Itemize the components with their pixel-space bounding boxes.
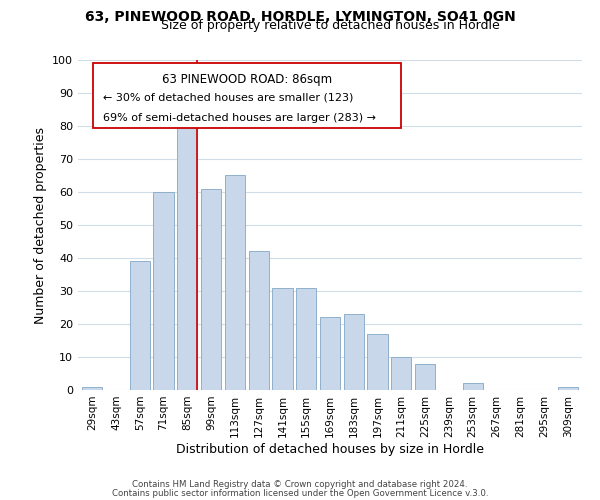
Bar xyxy=(201,188,221,390)
FancyBboxPatch shape xyxy=(93,64,401,128)
Bar xyxy=(248,252,269,390)
Bar xyxy=(391,357,412,390)
Text: Contains public sector information licensed under the Open Government Licence v.: Contains public sector information licen… xyxy=(112,488,488,498)
Bar xyxy=(130,262,150,390)
Bar xyxy=(415,364,435,390)
Text: 63 PINEWOOD ROAD: 86sqm: 63 PINEWOOD ROAD: 86sqm xyxy=(162,73,332,86)
Bar xyxy=(225,176,245,390)
Bar xyxy=(463,384,483,390)
Bar xyxy=(296,288,316,390)
Y-axis label: Number of detached properties: Number of detached properties xyxy=(34,126,47,324)
Bar xyxy=(82,386,103,390)
Text: ← 30% of detached houses are smaller (123): ← 30% of detached houses are smaller (12… xyxy=(103,93,353,103)
Bar xyxy=(177,120,197,390)
Text: 63, PINEWOOD ROAD, HORDLE, LYMINGTON, SO41 0GN: 63, PINEWOOD ROAD, HORDLE, LYMINGTON, SO… xyxy=(85,10,515,24)
Bar xyxy=(154,192,173,390)
Text: 69% of semi-detached houses are larger (283) →: 69% of semi-detached houses are larger (… xyxy=(103,113,376,123)
Title: Size of property relative to detached houses in Hordle: Size of property relative to detached ho… xyxy=(161,20,499,32)
X-axis label: Distribution of detached houses by size in Hordle: Distribution of detached houses by size … xyxy=(176,442,484,456)
Bar xyxy=(367,334,388,390)
Text: Contains HM Land Registry data © Crown copyright and database right 2024.: Contains HM Land Registry data © Crown c… xyxy=(132,480,468,489)
Bar xyxy=(557,386,578,390)
Bar xyxy=(344,314,364,390)
Bar xyxy=(272,288,293,390)
Bar xyxy=(320,318,340,390)
